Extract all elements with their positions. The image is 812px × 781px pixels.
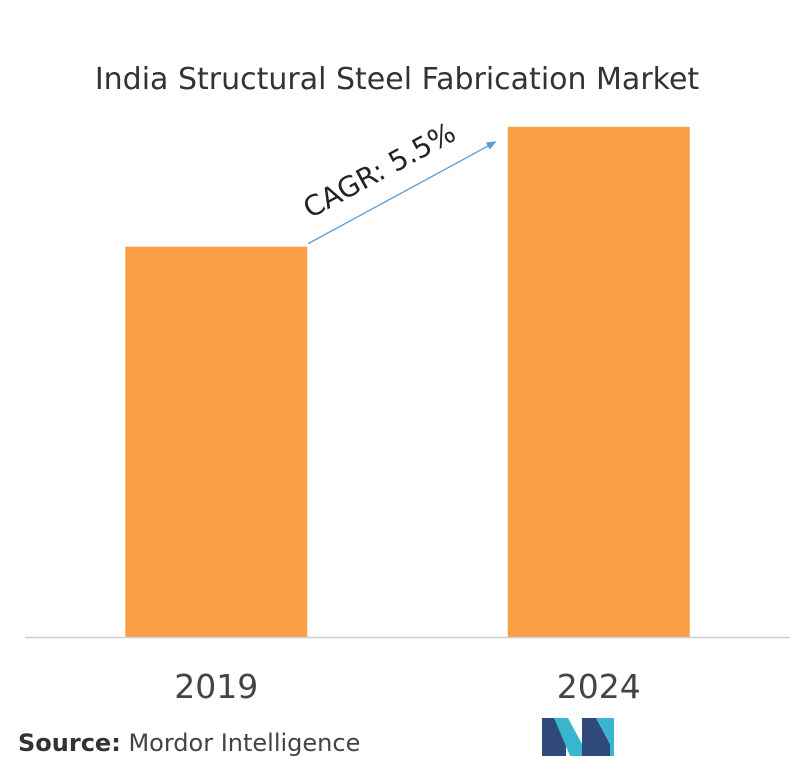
- cagr-arrow: [307, 141, 497, 245]
- x-tick-label-2024: 2024: [557, 667, 641, 706]
- source-label: Source:: [18, 729, 121, 757]
- source-note: Source: Mordor Intelligence: [18, 729, 360, 757]
- mordor-intelligence-logo-icon: [542, 718, 614, 756]
- bar-2024: [507, 126, 690, 638]
- bar-2019: [125, 246, 308, 637]
- cagr-annotation: CAGR: 5.5%: [298, 116, 497, 245]
- chart-title: India Structural Steel Fabrication Marke…: [95, 62, 700, 97]
- x-tick-label-2019: 2019: [174, 667, 258, 706]
- x-axis-tick-labels: 2019 2024: [174, 667, 640, 706]
- cagr-label: CAGR: 5.5%: [298, 116, 461, 225]
- bars-layer: [125, 126, 690, 638]
- source-text: Mordor Intelligence: [128, 729, 361, 757]
